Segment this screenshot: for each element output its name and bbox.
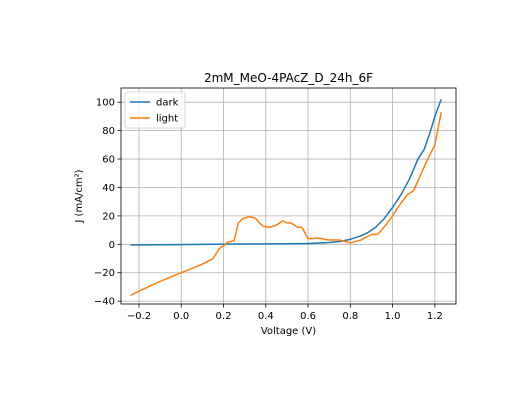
legend-items: dark light: [130, 98, 179, 125]
x-tick-label: 0.6: [300, 311, 316, 322]
y-tick-label: 20: [102, 211, 115, 222]
y-tick-label: 60: [102, 155, 115, 166]
legend-label-light: light: [156, 114, 178, 125]
legend-box: [124, 91, 186, 129]
y-tick-label: −40: [94, 297, 115, 308]
x-tick-label: 0.8: [342, 311, 358, 322]
y-tick-label: −20: [94, 268, 115, 279]
x-tick-label: −0.2: [127, 311, 151, 322]
y-axis-title: J (mA/cm²): [74, 169, 85, 223]
axis-ticks: −0.2 0.0 0.2 0.4 0.6 0.8 1.0 1.2 −40 −20 0 20 40 60 80…: [94, 98, 443, 322]
y-tick-label: 100: [96, 98, 115, 109]
series-line-dark: [130, 99, 442, 246]
x-tick-label: 0.2: [216, 311, 232, 322]
chart-title: 2mM_MeO-4PAcZ_D_24h_6F: [204, 71, 373, 85]
y-tick-label: 80: [102, 126, 115, 137]
legend: dark light: [124, 91, 186, 129]
y-tick-label: 0: [109, 240, 115, 251]
plot-frame: [120, 87, 457, 305]
x-tick-label: 1.0: [385, 311, 401, 322]
x-tick-label: 0.0: [173, 311, 189, 322]
y-tick-label: 40: [102, 183, 115, 194]
x-tick-label: 1.2: [427, 311, 443, 322]
series-line-light: [130, 112, 442, 297]
legend-label-dark: dark: [156, 98, 179, 109]
series-lines: [130, 99, 442, 297]
x-axis-title: Voltage (V): [261, 326, 316, 337]
x-tick-label: 0.4: [258, 311, 274, 322]
